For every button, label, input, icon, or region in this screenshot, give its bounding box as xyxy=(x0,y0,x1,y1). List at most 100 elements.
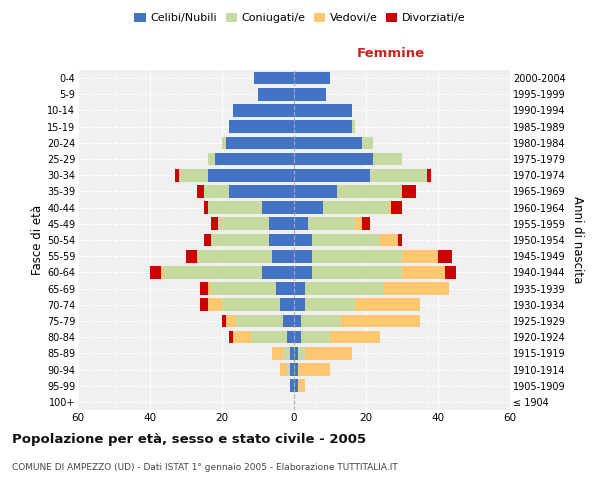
Bar xyxy=(204,202,208,214)
Bar xyxy=(341,314,420,328)
Bar xyxy=(294,234,312,246)
Bar xyxy=(305,298,355,311)
Bar xyxy=(186,250,197,262)
Bar xyxy=(323,202,388,214)
Bar xyxy=(294,169,370,181)
Bar xyxy=(272,250,294,262)
Bar xyxy=(445,266,456,278)
Bar xyxy=(294,347,298,360)
Legend: Celibi/Nubili, Coniugati/e, Vedovi/e, Divorziati/e: Celibi/Nubili, Coniugati/e, Vedovi/e, Di… xyxy=(130,8,470,28)
Bar xyxy=(330,331,380,344)
Bar xyxy=(298,363,330,376)
Text: COMUNE DI AMPEZZO (UD) - Dati ISTAT 1° gennaio 2005 - Elaborazione TUTTITALIA.IT: COMUNE DI AMPEZZO (UD) - Dati ISTAT 1° g… xyxy=(12,462,398,471)
Text: Popolazione per età, sesso e stato civile - 2005: Popolazione per età, sesso e stato civil… xyxy=(12,432,366,446)
Bar xyxy=(294,314,301,328)
Bar xyxy=(301,331,330,344)
Bar xyxy=(222,314,226,328)
Bar xyxy=(197,185,204,198)
Bar xyxy=(204,234,211,246)
Bar xyxy=(269,234,294,246)
Bar xyxy=(373,152,402,166)
Bar xyxy=(262,202,294,214)
Bar xyxy=(258,88,294,101)
Bar xyxy=(294,282,305,295)
Bar xyxy=(208,202,262,214)
Bar xyxy=(294,72,330,85)
Bar xyxy=(211,234,269,246)
Bar xyxy=(294,380,298,392)
Bar xyxy=(312,250,402,262)
Bar xyxy=(294,120,352,133)
Bar xyxy=(402,266,445,278)
Bar xyxy=(208,282,211,295)
Bar xyxy=(262,266,294,278)
Bar xyxy=(294,250,312,262)
Bar xyxy=(312,266,402,278)
Bar xyxy=(305,347,352,360)
Bar xyxy=(204,185,229,198)
Bar xyxy=(280,363,287,376)
Bar xyxy=(211,218,218,230)
Bar xyxy=(233,331,251,344)
Bar xyxy=(305,282,384,295)
Bar xyxy=(222,298,280,311)
Bar xyxy=(362,218,370,230)
Bar xyxy=(294,298,305,311)
Bar xyxy=(229,331,233,344)
Bar xyxy=(384,282,449,295)
Bar xyxy=(312,234,380,246)
Bar xyxy=(380,234,398,246)
Bar xyxy=(215,152,294,166)
Bar xyxy=(337,185,402,198)
Y-axis label: Anni di nascita: Anni di nascita xyxy=(571,196,584,284)
Bar xyxy=(298,347,305,360)
Bar xyxy=(251,331,287,344)
Bar xyxy=(200,282,208,295)
Bar xyxy=(197,250,272,262)
Bar xyxy=(208,152,215,166)
Bar xyxy=(355,218,362,230)
Y-axis label: Fasce di età: Fasce di età xyxy=(31,205,44,275)
Bar xyxy=(287,331,294,344)
Bar xyxy=(294,218,308,230)
Bar xyxy=(280,298,294,311)
Bar xyxy=(229,185,294,198)
Bar xyxy=(294,202,323,214)
Bar xyxy=(438,250,452,262)
Bar xyxy=(179,169,208,181)
Bar xyxy=(290,363,294,376)
Bar xyxy=(222,136,226,149)
Bar xyxy=(391,202,402,214)
Bar xyxy=(211,282,276,295)
Bar xyxy=(427,169,431,181)
Bar xyxy=(308,218,355,230)
Bar xyxy=(301,314,341,328)
Bar xyxy=(150,266,161,278)
Bar xyxy=(294,152,373,166)
Bar xyxy=(290,380,294,392)
Bar xyxy=(175,169,179,181)
Bar xyxy=(272,347,283,360)
Bar xyxy=(218,218,269,230)
Bar xyxy=(294,104,352,117)
Bar xyxy=(294,136,362,149)
Bar xyxy=(200,298,208,311)
Bar xyxy=(236,314,283,328)
Bar xyxy=(283,347,290,360)
Bar xyxy=(208,169,294,181)
Bar xyxy=(402,250,438,262)
Bar xyxy=(362,136,373,149)
Bar xyxy=(287,363,290,376)
Bar xyxy=(226,136,294,149)
Bar xyxy=(294,88,326,101)
Bar xyxy=(276,282,294,295)
Bar xyxy=(355,298,420,311)
Bar xyxy=(352,120,355,133)
Bar xyxy=(226,314,236,328)
Bar xyxy=(290,347,294,360)
Bar xyxy=(294,266,312,278)
Bar xyxy=(402,185,416,198)
Bar xyxy=(294,185,337,198)
Bar xyxy=(388,202,391,214)
Text: Femmine: Femmine xyxy=(357,47,425,60)
